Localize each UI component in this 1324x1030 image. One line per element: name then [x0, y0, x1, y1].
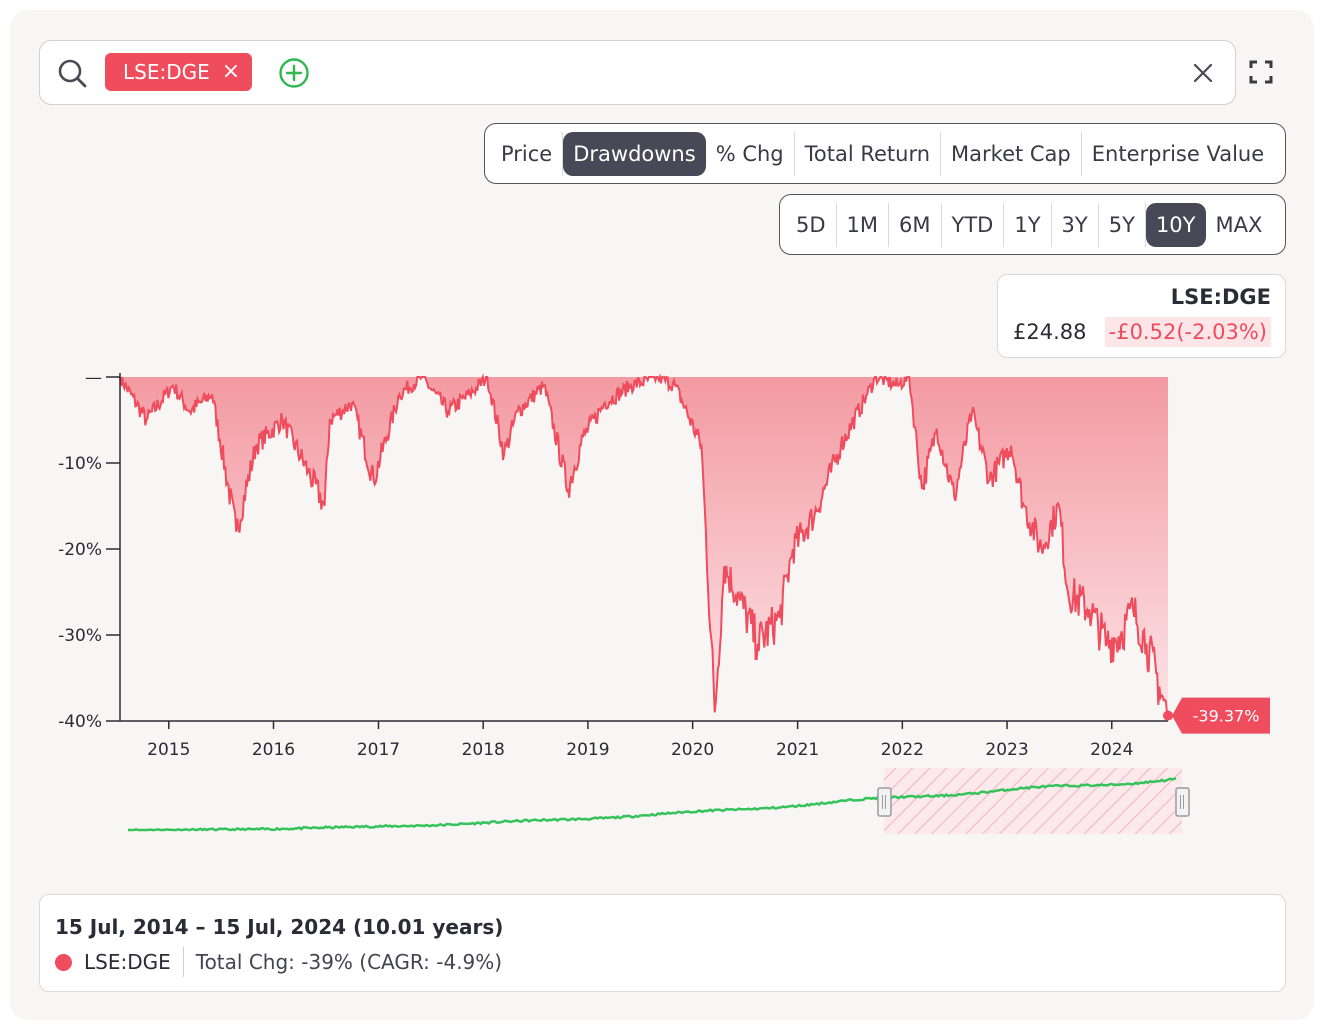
x-tick-label: 2024	[1090, 740, 1133, 760]
range-5d[interactable]: 5D	[786, 202, 837, 247]
tab-market-cap[interactable]: Market Cap	[941, 131, 1082, 176]
x-tick-label: 2021	[776, 740, 819, 760]
range-10y[interactable]: 10Y	[1145, 202, 1206, 247]
y-tick-label: -40%	[58, 712, 102, 732]
navigator-handle-left[interactable]	[877, 787, 892, 817]
date-range: 15 Jul, 2014 – 15 Jul, 2024 (10.01 years…	[55, 915, 504, 939]
drawdown-chart[interactable]: — -10% -20% -30% -40% 2015 2016 2017 2018 2019 202…	[0, 0, 1324, 880]
y-tick-label: -20%	[58, 540, 102, 560]
y-tick-label: —	[85, 368, 102, 388]
summary-row: LSE:DGE Total Chg: -39% (CAGR: -4.9%)	[55, 947, 502, 977]
x-tick-label: 2017	[357, 740, 400, 760]
x-tick-label: 2022	[881, 740, 924, 760]
x-tick-label: 2018	[462, 740, 505, 760]
summary-stat: Total Chg: -39% (CAGR: -4.9%)	[195, 950, 503, 974]
y-tick-label: -10%	[58, 454, 102, 474]
drawdown-line	[119, 373, 1169, 716]
metric-tabs: Price Drawdowns% Chg Total Return Market Ca…	[484, 123, 1286, 184]
x-tick-label: 2023	[985, 740, 1028, 760]
tab-chg[interactable]: % Chg	[706, 131, 795, 176]
last-value-label: -39.37%	[1193, 707, 1260, 726]
tab-price[interactable]: Price	[491, 131, 564, 176]
last-value-marker	[1163, 710, 1173, 721]
summary-panel: 15 Jul, 2014 – 15 Jul, 2024 (10.01 years…	[39, 894, 1286, 992]
clear-search-icon[interactable]	[1191, 61, 1215, 85]
summary-ticker: LSE:DGE	[84, 950, 171, 974]
last-value-tag	[1172, 697, 1270, 734]
ticker-chip[interactable]: LSE:DGE ×	[105, 53, 253, 91]
handle-body	[877, 787, 892, 817]
range-5y[interactable]: 5Y	[1099, 202, 1146, 247]
search-icon	[58, 59, 87, 88]
x-tick-label: 2020	[671, 740, 714, 760]
quote-card: LSE:DGE £24.88 -£0.52(-2.03%)	[997, 274, 1286, 358]
range-ytd[interactable]: YTD	[942, 202, 1005, 247]
drawdown-area	[120, 377, 1168, 716]
add-ticker-icon[interactable]	[278, 57, 310, 89]
remove-ticker-icon[interactable]: ×	[221, 59, 241, 84]
quote-change: -£0.52(-2.03%)	[1104, 317, 1271, 347]
x-tick-label: 2015	[147, 740, 190, 760]
fullscreen-icon[interactable]	[1248, 59, 1274, 85]
series-dot	[55, 953, 72, 971]
y-tick-label: -30%	[58, 626, 102, 646]
range-1m[interactable]: 1M	[837, 202, 890, 247]
range-6m[interactable]: 6M	[889, 202, 942, 247]
navigator-handle-right[interactable]	[1175, 787, 1190, 817]
divider	[182, 947, 184, 977]
tab-drawdowns[interactable]: Drawdowns	[563, 131, 706, 176]
range-1y[interactable]: 1Y	[1004, 202, 1052, 247]
ticker-chip-label: LSE:DGE	[123, 60, 210, 84]
tab-total-return[interactable]: Total Return	[795, 131, 942, 176]
tab-enterprise-value[interactable]: Enterprise Value	[1091, 141, 1265, 166]
range-3y[interactable]: 3Y	[1052, 202, 1099, 247]
navigator-line	[128, 777, 1177, 832]
range-max[interactable]: MAX	[1215, 212, 1263, 237]
handle-body	[1175, 787, 1190, 817]
quote-ticker: LSE:DGE	[1170, 285, 1271, 309]
quote-price: £24.88	[1013, 320, 1087, 344]
range-tabs: 5D 1M 6M YTD 1Y 3Y 5Y 10Y MAX	[779, 194, 1286, 255]
x-tick-label: 2019	[566, 740, 609, 760]
search-bar[interactable]: LSE:DGE ×	[39, 40, 1236, 105]
x-tick-label: 2016	[252, 740, 295, 760]
navigator-selection	[883, 768, 1182, 834]
